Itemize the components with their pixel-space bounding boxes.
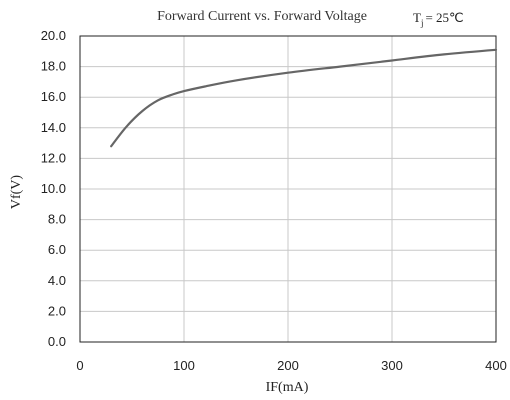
y-axis-ticks: 0.0 2.0 4.0 6.0 8.0 10.0 12.0 14.0 16.0 18.0 20.0 — [41, 28, 66, 349]
series-layer — [110, 48, 498, 148]
x-axis-title: IF(mA) — [266, 380, 309, 395]
condition-value: = 25℃ — [425, 10, 463, 25]
y-tick-label: 10.0 — [41, 181, 66, 196]
y-tick-label: 0.0 — [48, 334, 66, 349]
junction-temperature-condition: Tj = 25℃ — [413, 10, 464, 28]
x-tick-label: 400 — [485, 358, 507, 373]
y-tick-label: 2.0 — [48, 303, 66, 318]
x-tick-label: 100 — [173, 358, 195, 373]
plot-frame — [79, 35, 497, 343]
y-axis-title: Vf(V) — [9, 175, 24, 210]
x-tick-label: 300 — [381, 358, 403, 373]
y-tick-label: 6.0 — [48, 242, 66, 257]
y-tick-label: 18.0 — [41, 59, 66, 74]
y-tick-label: 14.0 — [41, 120, 66, 135]
condition-subscript: j — [420, 18, 424, 28]
grid — [80, 36, 496, 342]
y-tick-label: 12.0 — [41, 150, 66, 165]
y-tick-label: 4.0 — [48, 273, 66, 288]
series-line — [110, 48, 498, 148]
chart-title: Forward Current vs. Forward Voltage — [157, 9, 367, 24]
y-tick-label: 20.0 — [41, 28, 66, 43]
x-axis-ticks: 0 100 200 300 400 — [76, 358, 506, 373]
x-tick-label: 200 — [277, 358, 299, 373]
y-tick-label: 8.0 — [48, 212, 66, 227]
y-tick-label: 16.0 — [41, 89, 66, 104]
x-tick-label: 0 — [76, 358, 83, 373]
condition-symbol: T — [413, 10, 421, 25]
